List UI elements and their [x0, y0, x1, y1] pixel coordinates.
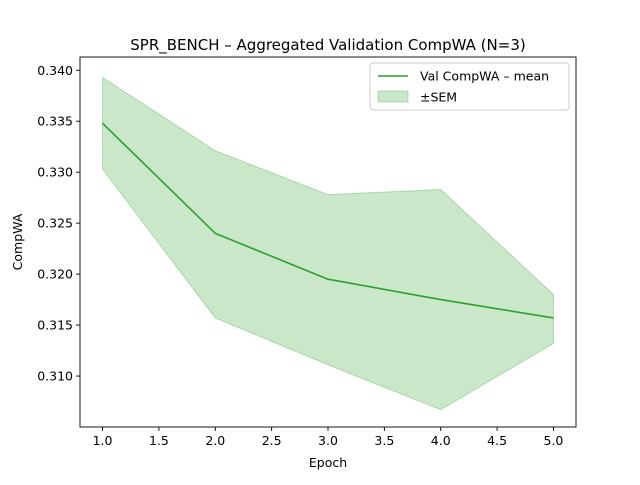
y-tick-label: 0.335	[37, 114, 73, 129]
y-axis: 0.310 0.315 0.320 0.325 0.330 0.335 0.340	[37, 63, 80, 384]
chart-title: SPR_BENCH – Aggregated Validation CompWA…	[130, 36, 525, 55]
plot-area	[79, 56, 577, 428]
y-tick-label: 0.330	[37, 165, 73, 180]
mean-line	[101, 122, 554, 319]
x-tick-label: 3.5	[374, 433, 394, 448]
y-tick-label: 0.325	[37, 216, 73, 231]
x-tick-label: 4.5	[487, 433, 507, 448]
x-tick-label: 4.0	[431, 433, 451, 448]
x-tick-label: 5.0	[544, 433, 564, 448]
y-tick-label: 0.320	[37, 267, 73, 282]
legend-label-sem: ±SEM	[420, 90, 457, 105]
x-tick-label: 2.0	[205, 433, 225, 448]
legend: Val CompWA – mean ±SEM	[369, 62, 570, 111]
legend-box	[369, 62, 570, 111]
x-axis: 1.0 1.5 2.0 2.5 3.0 3.5 4.0 4.5 5.0	[93, 427, 564, 448]
y-tick-label: 0.340	[37, 63, 73, 78]
x-tick-label: 1.5	[149, 433, 169, 448]
legend-band-swatch	[377, 90, 409, 103]
x-tick-label: 3.0	[318, 433, 338, 448]
sem-band	[102, 76, 554, 411]
y-tick-label: 0.310	[37, 369, 73, 384]
y-tick-label: 0.315	[37, 318, 73, 333]
legend-label-mean: Val CompWA – mean	[420, 69, 549, 84]
x-axis-label: Epoch	[309, 455, 347, 470]
x-tick-label: 1.0	[93, 433, 113, 448]
x-tick-label: 2.5	[262, 433, 282, 448]
y-axis-label: CompWA	[10, 213, 25, 270]
